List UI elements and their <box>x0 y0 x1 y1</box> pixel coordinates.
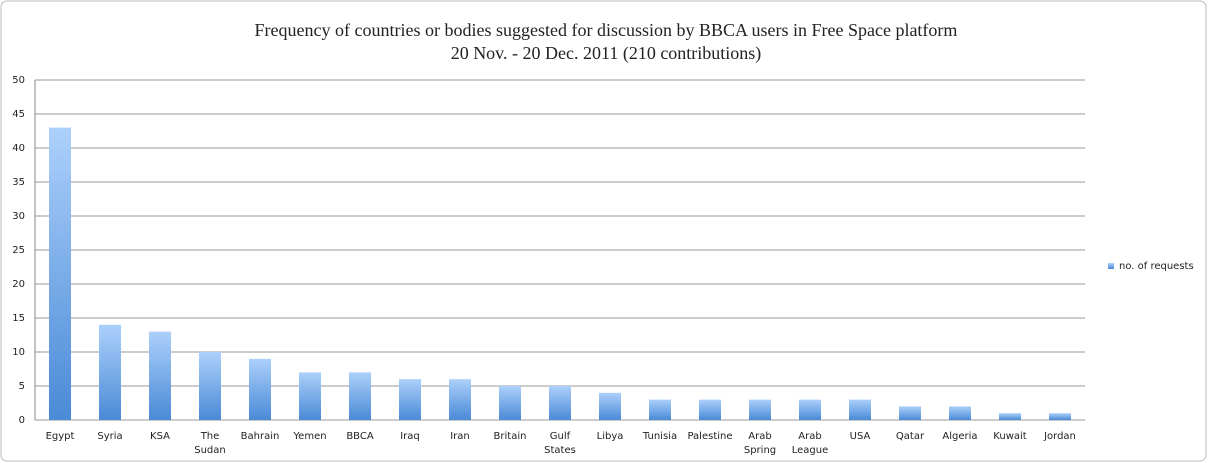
x-tick-label: Egypt <box>46 431 75 442</box>
bar <box>899 406 921 420</box>
bar <box>499 386 521 420</box>
x-tick-label: Palestine <box>687 431 732 442</box>
bar <box>699 399 721 420</box>
legend-swatch <box>1108 263 1114 269</box>
x-tick-label: The Sudan <box>194 431 226 456</box>
bar <box>749 399 771 420</box>
x-tick-label: Gulf States <box>544 431 576 456</box>
bar <box>799 399 821 420</box>
bar <box>599 392 621 420</box>
y-tick-label: 20 <box>12 279 25 290</box>
bar <box>1049 413 1071 420</box>
bar <box>849 399 871 420</box>
x-tick-label: BBCA <box>346 431 374 442</box>
legend-label: no. of requests <box>1119 261 1194 272</box>
y-tick-label: 15 <box>12 313 25 324</box>
x-tick-label: Arab Spring <box>744 431 776 456</box>
x-tick-label: USA <box>850 431 871 442</box>
y-tick-label: 30 <box>12 211 25 222</box>
x-tick-label: Yemen <box>292 431 326 442</box>
bar <box>49 127 71 420</box>
chart-subtitle: 20 Nov. - 20 Dec. 2011 (210 contribution… <box>451 43 762 64</box>
y-tick-label: 45 <box>12 109 25 120</box>
x-tick-label: Qatar <box>896 431 925 442</box>
x-tick-label: Arab League <box>792 431 829 456</box>
y-tick-label: 10 <box>12 347 25 358</box>
bar <box>249 358 271 420</box>
x-tick-label: KSA <box>150 431 170 442</box>
y-tick-label: 40 <box>12 143 25 154</box>
x-tick-label: Syria <box>97 431 122 442</box>
bar <box>299 372 321 420</box>
bar <box>649 399 671 420</box>
x-tick-label: Britain <box>494 431 527 442</box>
bar <box>349 372 371 420</box>
x-tick-label: Tunisia <box>642 431 677 442</box>
bar <box>449 379 471 420</box>
bar <box>949 406 971 420</box>
x-tick-label: Algeria <box>942 431 977 442</box>
chart-title: Frequency of countries or bodies suggest… <box>255 20 958 40</box>
bar <box>99 324 121 420</box>
bar <box>149 331 171 420</box>
x-tick-label: Iran <box>450 431 470 442</box>
y-tick-label: 25 <box>12 245 25 256</box>
x-tick-label: Jordan <box>1043 431 1076 442</box>
bar <box>549 386 571 420</box>
bar <box>999 413 1021 420</box>
y-tick-label: 35 <box>12 177 25 188</box>
x-tick-label: Bahrain <box>241 431 280 442</box>
y-tick-label: 50 <box>12 75 25 86</box>
y-tick-label: 5 <box>19 381 25 392</box>
x-tick-label: Libya <box>597 431 624 442</box>
x-tick-label: Iraq <box>400 431 420 442</box>
y-tick-label: 0 <box>19 415 25 426</box>
x-tick-label: Kuwait <box>993 431 1026 442</box>
bar <box>399 379 421 420</box>
bar <box>199 352 221 420</box>
